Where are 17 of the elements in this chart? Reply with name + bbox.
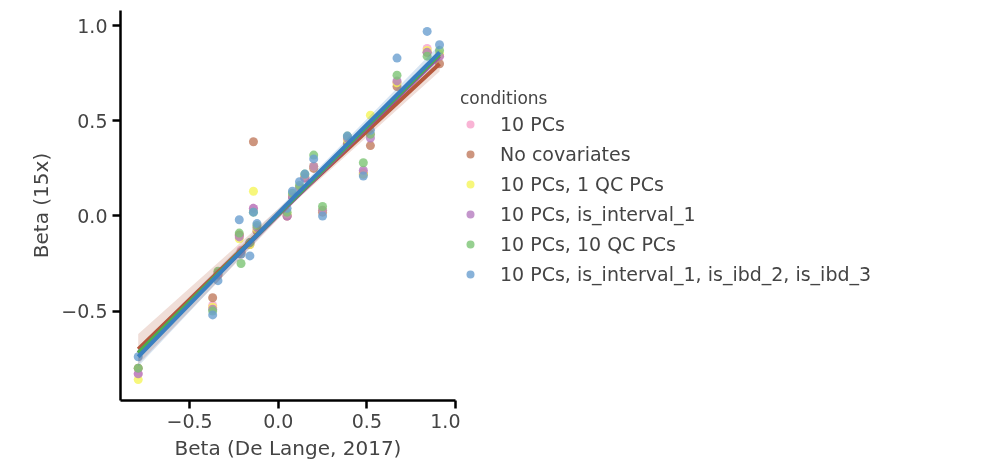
y-axis-title: Beta (15x) bbox=[29, 152, 54, 259]
legend-label: No covariates bbox=[500, 143, 631, 165]
y-tick-label: 0.5 bbox=[77, 109, 108, 132]
y-tick-label: 1.0 bbox=[77, 14, 108, 37]
y-tick-label: −0.5 bbox=[61, 300, 108, 323]
legend-title: conditions bbox=[460, 88, 549, 108]
x-tick-label: −0.5 bbox=[166, 409, 213, 432]
x-tick-label: 0.0 bbox=[263, 409, 294, 432]
legend-label: 10 PCs, 10 QC PCs bbox=[500, 233, 677, 255]
x-tick-label: 1.0 bbox=[430, 409, 461, 432]
y-tick-label: 0.0 bbox=[77, 204, 108, 227]
legend-label: 10 PCs, is_interval_1, is_ibd_2, is_ibd_3 bbox=[500, 263, 872, 285]
legend-label: 10 PCs, 1 QC PCs bbox=[500, 173, 664, 195]
x-axis-title: Beta (De Lange, 2017) bbox=[174, 435, 402, 460]
legend-label: 10 PCs bbox=[500, 113, 565, 135]
x-tick-label: 0.5 bbox=[351, 409, 382, 432]
legend-label: 10 PCs, is_interval_1 bbox=[500, 203, 696, 225]
